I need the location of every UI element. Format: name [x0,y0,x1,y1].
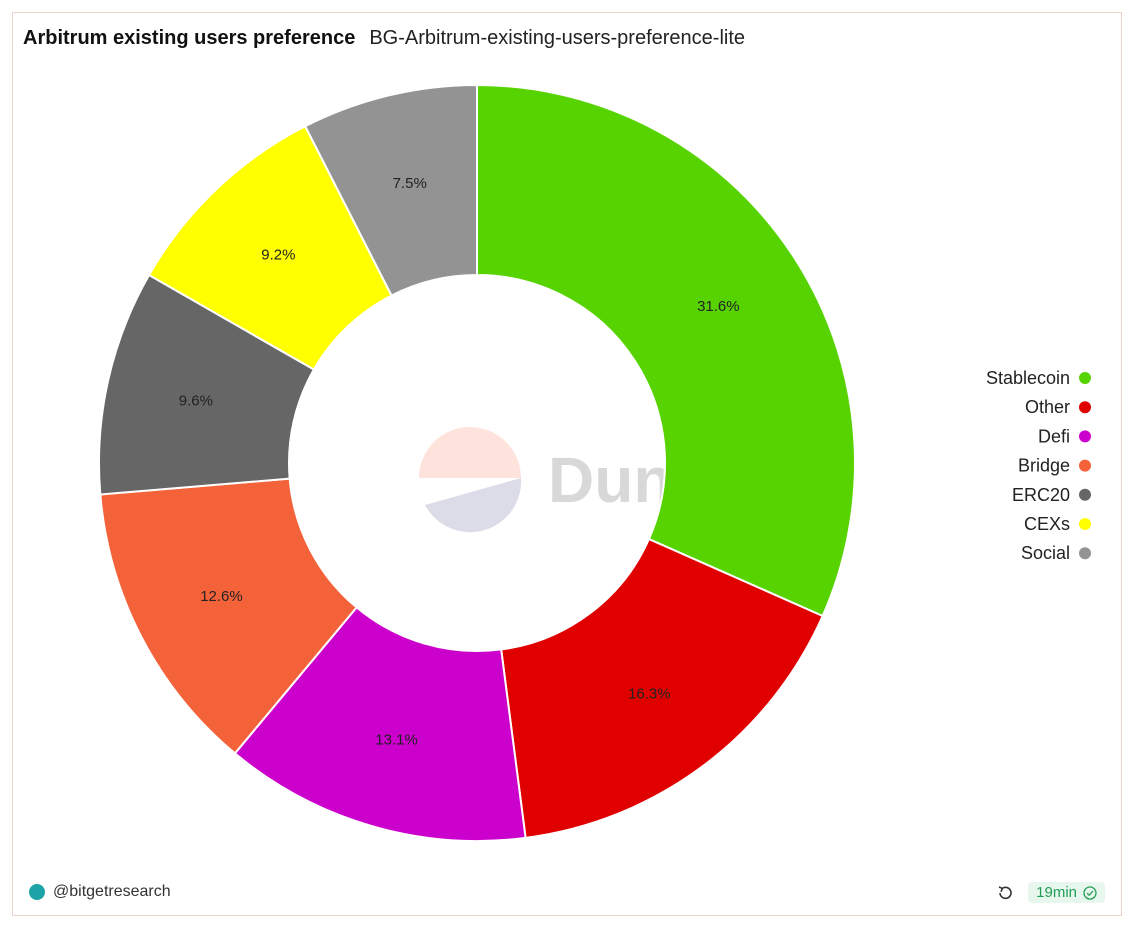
freshness-text: 19min [1036,884,1077,901]
legend-label: Bridge [1018,456,1070,476]
watermark-logo-bottom [425,478,522,533]
legend-label: ERC20 [1012,485,1070,505]
chart-header: Arbitrum existing users preference BG-Ar… [23,27,745,50]
legend-label: Social [1021,543,1070,563]
legend-swatch [1079,547,1091,560]
legend-swatch [1079,459,1091,472]
legend-item-cexs[interactable]: CEXs [1024,514,1091,534]
legend: Stablecoin Other Defi Bridge ERC20 CEXs Social [986,368,1091,563]
legend-item-bridge[interactable]: Bridge [1018,456,1091,476]
donut-slices [98,83,856,842]
legend-item-other[interactable]: Other [1025,397,1091,417]
legend-item-stablecoin[interactable]: Stablecoin [986,368,1091,388]
slice-label-defi: 13.1% [375,732,418,749]
legend-label: CEXs [1024,514,1070,534]
legend-swatch [1079,430,1091,443]
footer-status: 19min [996,882,1105,903]
author-name: @bitgetresearch [53,883,171,900]
avatar [29,884,45,900]
slice-label-other: 16.3% [628,686,671,703]
slice-label-stablecoin: 31.6% [697,298,740,315]
slice-label-erc20: 9.6% [179,393,213,410]
legend-label: Other [1025,397,1070,417]
slice-labels: 31.6% 16.3% 13.1% 12.6% 9.6% 9.2% 7.5% [179,175,740,749]
legend-swatch [1079,518,1091,530]
legend-label: Defi [1038,426,1070,446]
slice-bridge[interactable] [99,477,359,755]
check-circle-icon [1083,885,1097,900]
query-name: BG-Arbitrum-existing-users-preference-li… [369,27,746,49]
slice-label-cexs: 9.2% [261,246,295,263]
slice-stablecoin[interactable] [476,83,856,618]
legend-item-defi[interactable]: Defi [1038,426,1091,446]
author-link[interactable]: @bitgetresearch [29,883,171,901]
legend-label: Stablecoin [986,368,1070,388]
chart-title: Arbitrum existing users preference [23,27,356,49]
slice-other[interactable] [500,537,824,839]
slice-label-bridge: 12.6% [200,588,243,605]
legend-item-social[interactable]: Social [1021,543,1091,563]
slice-defi[interactable] [233,605,527,842]
freshness-badge: 19min [1028,882,1105,903]
legend-swatch [1079,401,1091,414]
legend-item-erc20[interactable]: ERC20 [1012,485,1091,505]
legend-swatch [1079,488,1091,501]
slice-label-social: 7.5% [393,175,427,192]
legend-swatch [1079,372,1091,384]
slice-social[interactable] [303,83,478,297]
slice-erc20[interactable] [98,273,316,496]
refresh-icon[interactable] [996,884,1014,902]
